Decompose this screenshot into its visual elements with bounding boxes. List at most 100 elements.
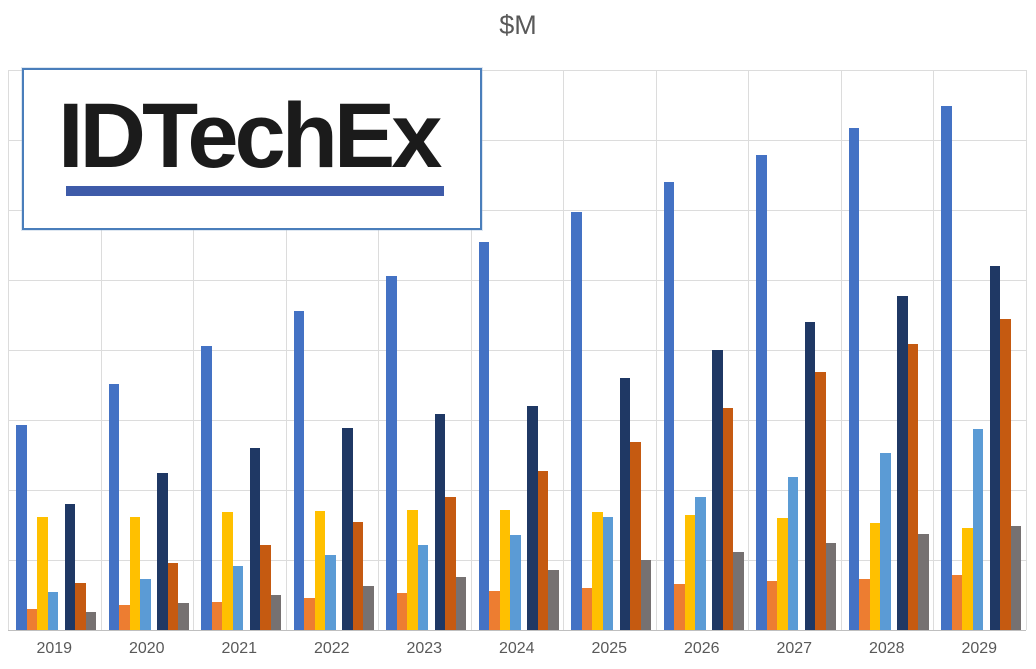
bar-2028-series-blue	[848, 128, 859, 630]
bar-2025-series-blue	[571, 212, 582, 630]
vertical-gridline	[193, 70, 194, 630]
idtechex-logo: IDTechEx	[22, 68, 482, 230]
bar-2029-series-blue	[941, 105, 952, 630]
bar-2023-series-blue	[386, 275, 397, 630]
bar-2019-series-dark-orange	[75, 583, 86, 630]
bar-2021-series-dark-orange	[260, 545, 271, 630]
bar-2027-series-navy	[804, 322, 815, 630]
bar-2020-series-yellow	[129, 517, 140, 630]
bar-2027-series-blue	[756, 154, 767, 630]
bar-2026-series-gray	[733, 552, 744, 630]
horizontal-gridline	[8, 490, 1026, 491]
bar-2022-series-gray	[363, 585, 374, 630]
bar-2026-series-navy	[712, 350, 723, 630]
bar-2025-series-navy	[619, 378, 630, 630]
bar-2029-series-navy	[989, 266, 1000, 630]
bar-2023-series-dark-orange	[445, 497, 456, 630]
bar-2026-series-light-blue	[695, 497, 706, 630]
bar-2019-series-yellow	[37, 517, 48, 630]
bar-2024-series-orange	[489, 590, 500, 630]
bar-2028-series-navy	[897, 296, 908, 630]
x-axis-label-2020: 2020	[128, 640, 165, 657]
bar-2019-series-blue	[16, 424, 27, 630]
bar-2025-series-dark-orange	[630, 441, 641, 630]
bar-2028-series-light-blue	[880, 452, 891, 630]
vertical-gridline	[840, 70, 842, 630]
bar-2023-series-navy	[434, 413, 445, 630]
x-axis-label-2021: 2021	[221, 640, 258, 657]
x-axis-line	[8, 630, 1026, 631]
bar-2027-series-light-blue	[787, 476, 798, 630]
vertical-gridline	[285, 70, 287, 630]
horizontal-gridline	[8, 210, 1026, 211]
bar-2027-series-gray	[825, 543, 836, 630]
bar-2026-series-orange	[674, 583, 685, 630]
bar-2026-series-yellow	[684, 515, 695, 630]
bar-2021-series-navy	[249, 448, 260, 630]
bar-2027-series-yellow	[777, 518, 788, 630]
x-axis-label-2025: 2025	[591, 640, 628, 657]
bar-2019-series-orange	[26, 609, 37, 630]
bar-2028-series-yellow	[869, 522, 880, 630]
bar-2027-series-dark-orange	[815, 371, 826, 630]
bar-2021-series-light-blue	[232, 566, 243, 630]
vertical-gridline	[378, 70, 379, 630]
horizontal-gridline	[8, 350, 1026, 351]
bar-2024-series-dark-orange	[537, 471, 548, 630]
bar-2021-series-yellow	[222, 511, 233, 630]
bar-2022-series-yellow	[314, 511, 325, 630]
bar-2020-series-orange	[119, 604, 130, 630]
vertical-gridline	[933, 70, 934, 630]
chart-title: $M	[499, 10, 537, 40]
horizontal-gridline	[8, 70, 1026, 71]
vertical-gridline	[748, 70, 749, 630]
vertical-gridline	[470, 70, 472, 630]
idtechex-logo-text: IDTechEx	[58, 85, 442, 187]
idtechex-logo-underline	[66, 186, 444, 196]
bar-2023-series-yellow	[407, 510, 418, 630]
bar-2022-series-light-blue	[325, 555, 336, 630]
x-axis-label-2029: 2029	[961, 640, 998, 657]
bar-2029-series-yellow	[962, 527, 973, 630]
horizontal-gridline	[8, 280, 1026, 281]
vertical-gridline	[8, 70, 9, 630]
x-axis-label-2019: 2019	[36, 640, 73, 657]
vertical-gridline	[655, 70, 657, 630]
bar-2029-series-gray	[1010, 525, 1021, 630]
bar-2024-series-yellow	[499, 510, 510, 630]
bar-2027-series-orange	[766, 581, 777, 630]
bar-2024-series-gray	[548, 569, 559, 630]
bar-2022-series-blue	[293, 310, 304, 630]
bar-2025-series-yellow	[592, 511, 603, 630]
bar-2028-series-gray	[918, 534, 929, 630]
bar-2019-series-gray	[85, 611, 96, 630]
bar-2020-series-dark-orange	[167, 562, 178, 630]
bar-2029-series-orange	[951, 574, 962, 630]
bar-2026-series-blue	[663, 182, 674, 630]
bar-2022-series-orange	[304, 597, 315, 630]
x-axis-label-2027: 2027	[776, 640, 813, 657]
x-axis-label-2028: 2028	[868, 640, 905, 657]
bar-2022-series-navy	[342, 427, 353, 630]
bar-2023-series-orange	[396, 592, 407, 630]
bar-2026-series-dark-orange	[722, 408, 733, 630]
bar-2025-series-orange	[581, 588, 592, 630]
bar-2022-series-dark-orange	[352, 522, 363, 630]
x-axis-label-2023: 2023	[406, 640, 443, 657]
bar-2024-series-blue	[478, 242, 489, 630]
vertical-gridline	[100, 70, 102, 630]
vertical-gridline	[1025, 70, 1027, 630]
horizontal-gridline	[8, 420, 1026, 421]
bar-2019-series-navy	[64, 504, 75, 630]
bar-2028-series-dark-orange	[907, 343, 918, 630]
bar-2021-series-gray	[270, 595, 281, 630]
bar-2023-series-gray	[455, 576, 466, 630]
bar-2020-series-blue	[108, 384, 119, 630]
bar-2020-series-gray	[178, 602, 189, 630]
vertical-gridline	[563, 70, 564, 630]
x-axis-label-2022: 2022	[313, 640, 350, 657]
x-axis-label-2024: 2024	[498, 640, 535, 657]
bar-2020-series-light-blue	[140, 578, 151, 630]
